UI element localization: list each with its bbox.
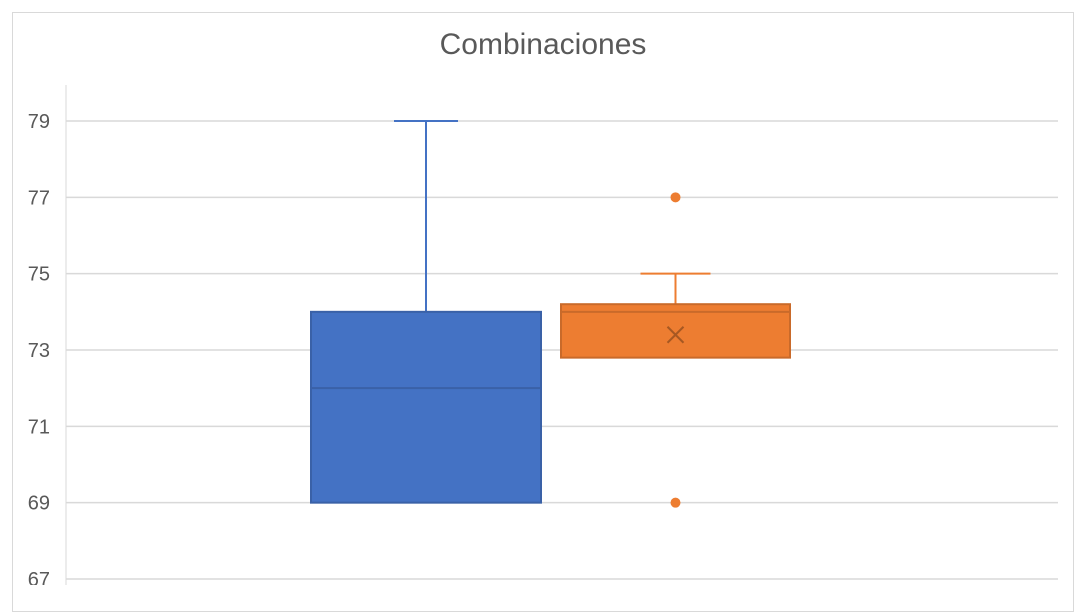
box-iqr	[310, 310, 542, 504]
box-series-1	[310, 120, 542, 504]
y-tick-label-67: 67	[28, 569, 50, 585]
mean-marker-b	[666, 326, 685, 344]
box-series-2	[560, 192, 791, 508]
y-tick-label-69: 69	[28, 493, 50, 515]
y-tick-label-77: 77	[28, 187, 50, 209]
chart-title: Combinaciones	[439, 28, 647, 61]
chart-plot-area: 67 69 71 73 75 77 79	[28, 85, 1058, 585]
y-tick-labels: 67 69 71 73 75 77 79	[28, 111, 50, 585]
y-tick-label-71: 71	[28, 416, 50, 438]
chart-frame	[12, 12, 1074, 612]
y-tick-label-73: 73	[28, 340, 50, 362]
outlier-point	[670, 497, 681, 508]
y-tick-label-75: 75	[28, 264, 50, 286]
box-series	[310, 120, 791, 508]
outlier-point	[670, 192, 681, 203]
box-iqr	[560, 303, 791, 359]
y-tick-label-79: 79	[28, 111, 50, 133]
gridlines	[66, 120, 1058, 580]
